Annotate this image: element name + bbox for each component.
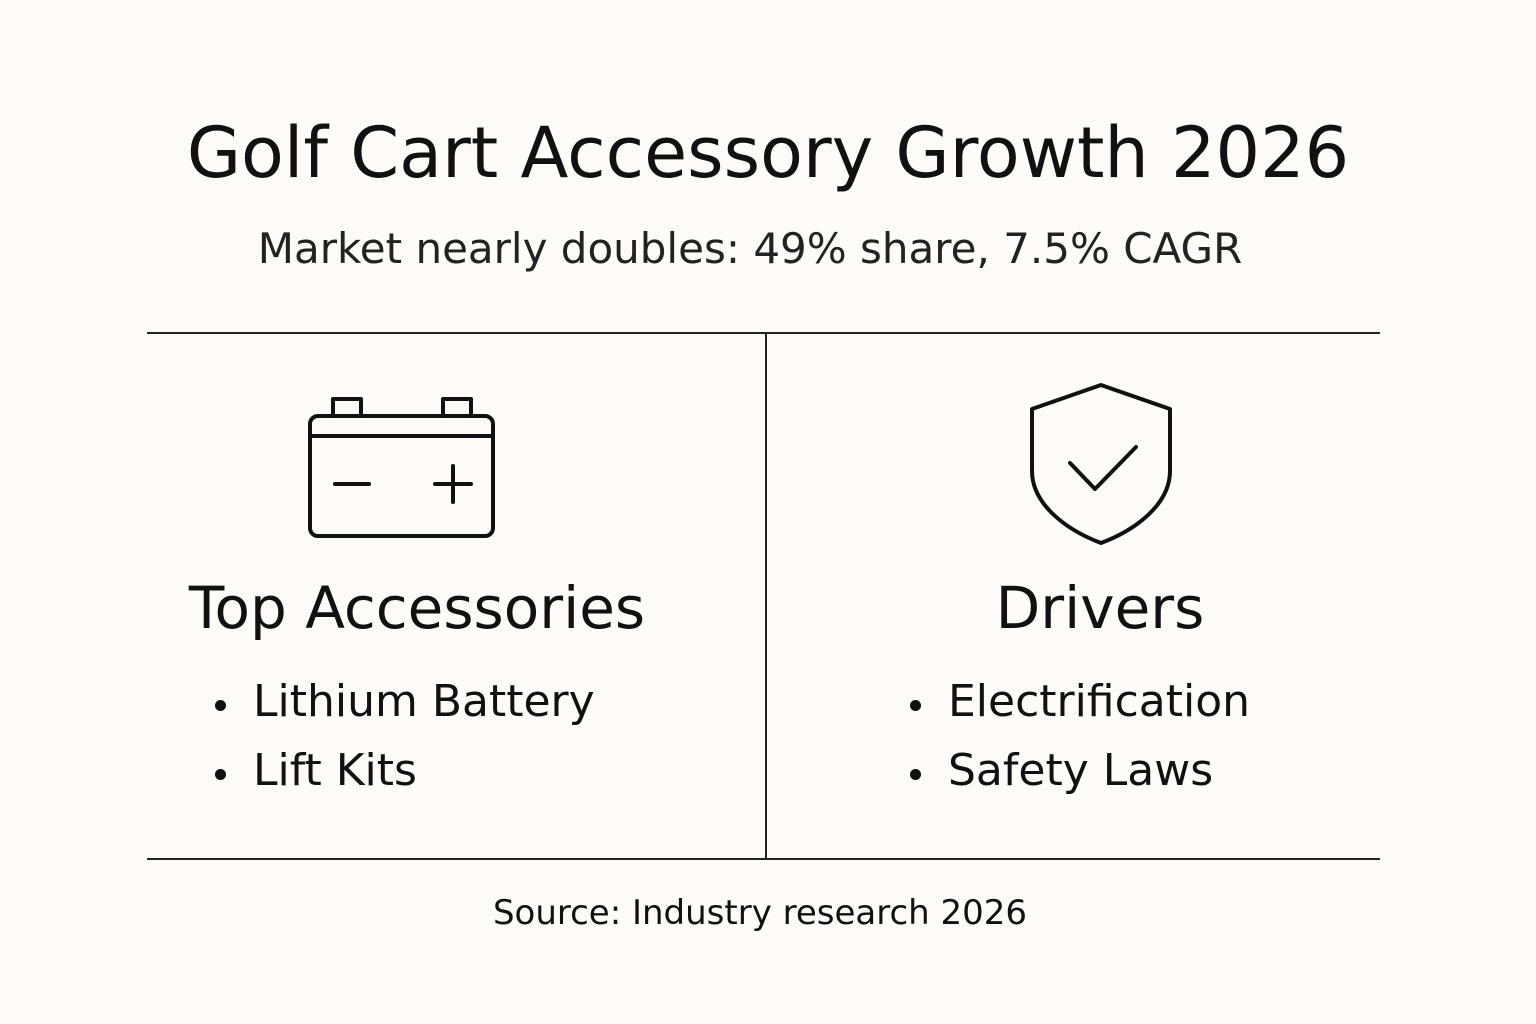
- list-item: Safety Laws: [900, 745, 1250, 796]
- drivers-list: Electrification Safety Laws: [900, 676, 1250, 814]
- top-divider: [147, 332, 1380, 334]
- top-accessories-heading: Top Accessories: [188, 574, 646, 642]
- bottom-divider: [147, 858, 1380, 860]
- list-item: Electrification: [900, 676, 1250, 727]
- page-title: Golf Cart Accessory Growth 2026: [186, 112, 1350, 194]
- list-item: Lithium Battery: [205, 676, 595, 727]
- shield-check-icon: [1030, 383, 1172, 545]
- center-divider: [765, 333, 767, 859]
- drivers-heading: Drivers: [995, 574, 1205, 642]
- battery-icon: [308, 397, 495, 538]
- accessories-list: Lithium Battery Lift Kits: [205, 676, 595, 814]
- list-item: Lift Kits: [205, 745, 595, 796]
- source-note: Source: Industry research 2026: [492, 893, 1028, 933]
- subtitle: Market nearly doubles: 49% share, 7.5% C…: [257, 224, 1243, 273]
